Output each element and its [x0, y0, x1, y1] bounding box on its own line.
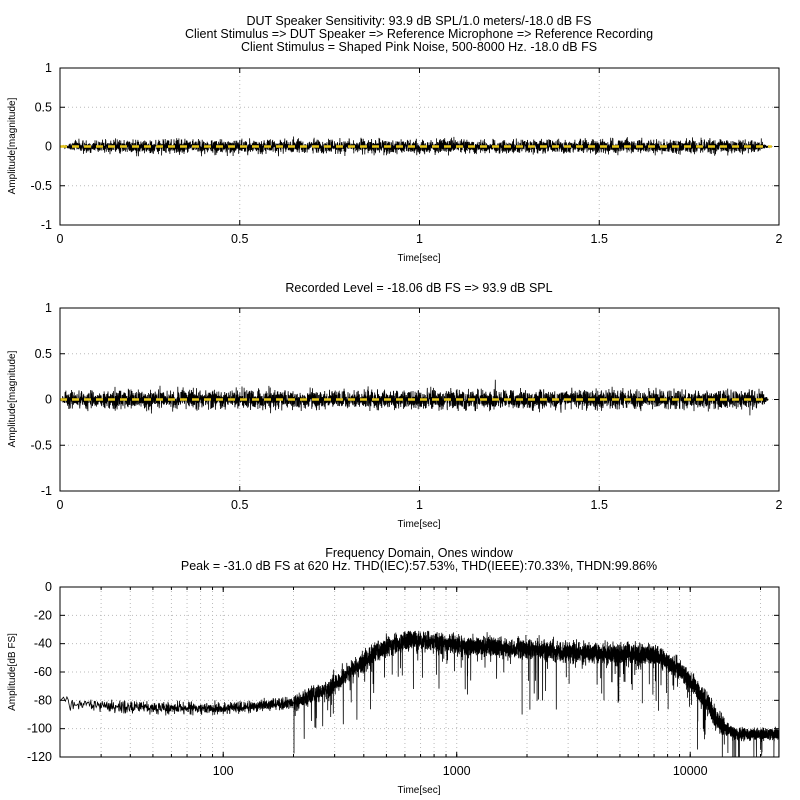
y-tick-label: -60 — [34, 665, 52, 679]
x-tick-label: 100 — [213, 764, 234, 778]
y-tick-label: -100 — [27, 722, 52, 736]
plot-frame — [59, 586, 780, 758]
y-tick-label: -20 — [34, 608, 52, 622]
plot3-title-line1: Frequency Domain, Ones window — [325, 546, 514, 560]
y-tick-label: -0.5 — [30, 179, 52, 193]
x-tick-label: 1 — [416, 232, 423, 246]
plot1-title-line3: Client Stimulus = Shaped Pink Noise, 500… — [241, 40, 597, 54]
y-tick-label: 0 — [45, 580, 52, 594]
x-tick-label: 1 — [416, 498, 423, 512]
x-tick-label: 1.5 — [591, 232, 608, 246]
time-domain-recording-plot: Recorded Level = -18.06 dB FS => 93.9 dB… — [7, 281, 783, 530]
y-tick-label: -1 — [41, 218, 52, 232]
y-tick-label: -0.5 — [30, 438, 52, 452]
plot1-xlabel: Time[sec] — [398, 253, 441, 264]
frequency-domain-plot: Frequency Domain, Ones window Peak = -31… — [7, 546, 780, 796]
plot3-xlabel: Time[sec] — [398, 785, 441, 796]
x-tick-label: 1000 — [443, 764, 471, 778]
x-tick-label: 1.5 — [591, 498, 608, 512]
spectrum-line — [59, 630, 780, 758]
plot-frame — [59, 307, 780, 492]
plot1-ylabel: Amplitude[magnitude] — [7, 97, 18, 194]
plot1-title-line1: DUT Speaker Sensitivity: 93.9 dB SPL/1.0… — [246, 14, 591, 28]
y-tick-label: 0 — [45, 140, 52, 154]
y-tick-label: -120 — [27, 750, 52, 764]
plot3-ylabel: Amplitude[dB FS] — [7, 633, 18, 711]
x-tick-label: 10000 — [673, 764, 708, 778]
y-tick-label: -80 — [34, 693, 52, 707]
x-tick-label: 0.5 — [231, 232, 248, 246]
y-tick-label: -1 — [41, 484, 52, 498]
plot1-title-line2: Client Stimulus => DUT Speaker => Refere… — [185, 27, 653, 41]
x-tick-label: 0.5 — [231, 498, 248, 512]
plot3-title-line2: Peak = -31.0 dB FS at 620 Hz. THD(IEC):5… — [181, 559, 657, 573]
x-tick-label: 2 — [776, 498, 783, 512]
plot2-xlabel: Time[sec] — [398, 519, 441, 530]
x-tick-label: 0 — [57, 232, 64, 246]
y-tick-label: 0 — [45, 393, 52, 407]
y-tick-label: 1 — [45, 301, 52, 315]
x-tick-label: 0 — [57, 498, 64, 512]
plot-frame — [59, 67, 780, 226]
y-tick-label: 0.5 — [35, 100, 52, 114]
plot2-title: Recorded Level = -18.06 dB FS => 93.9 dB… — [285, 281, 552, 295]
y-tick-label: 0.5 — [35, 347, 52, 361]
y-tick-label: 1 — [45, 61, 52, 75]
x-tick-label: 2 — [776, 232, 783, 246]
y-tick-label: -40 — [34, 637, 52, 651]
time-domain-stimulus-plot: DUT Speaker Sensitivity: 93.9 dB SPL/1.0… — [7, 14, 783, 264]
plot2-ylabel: Amplitude[magnitude] — [7, 350, 18, 447]
signal-waveform — [59, 379, 769, 416]
